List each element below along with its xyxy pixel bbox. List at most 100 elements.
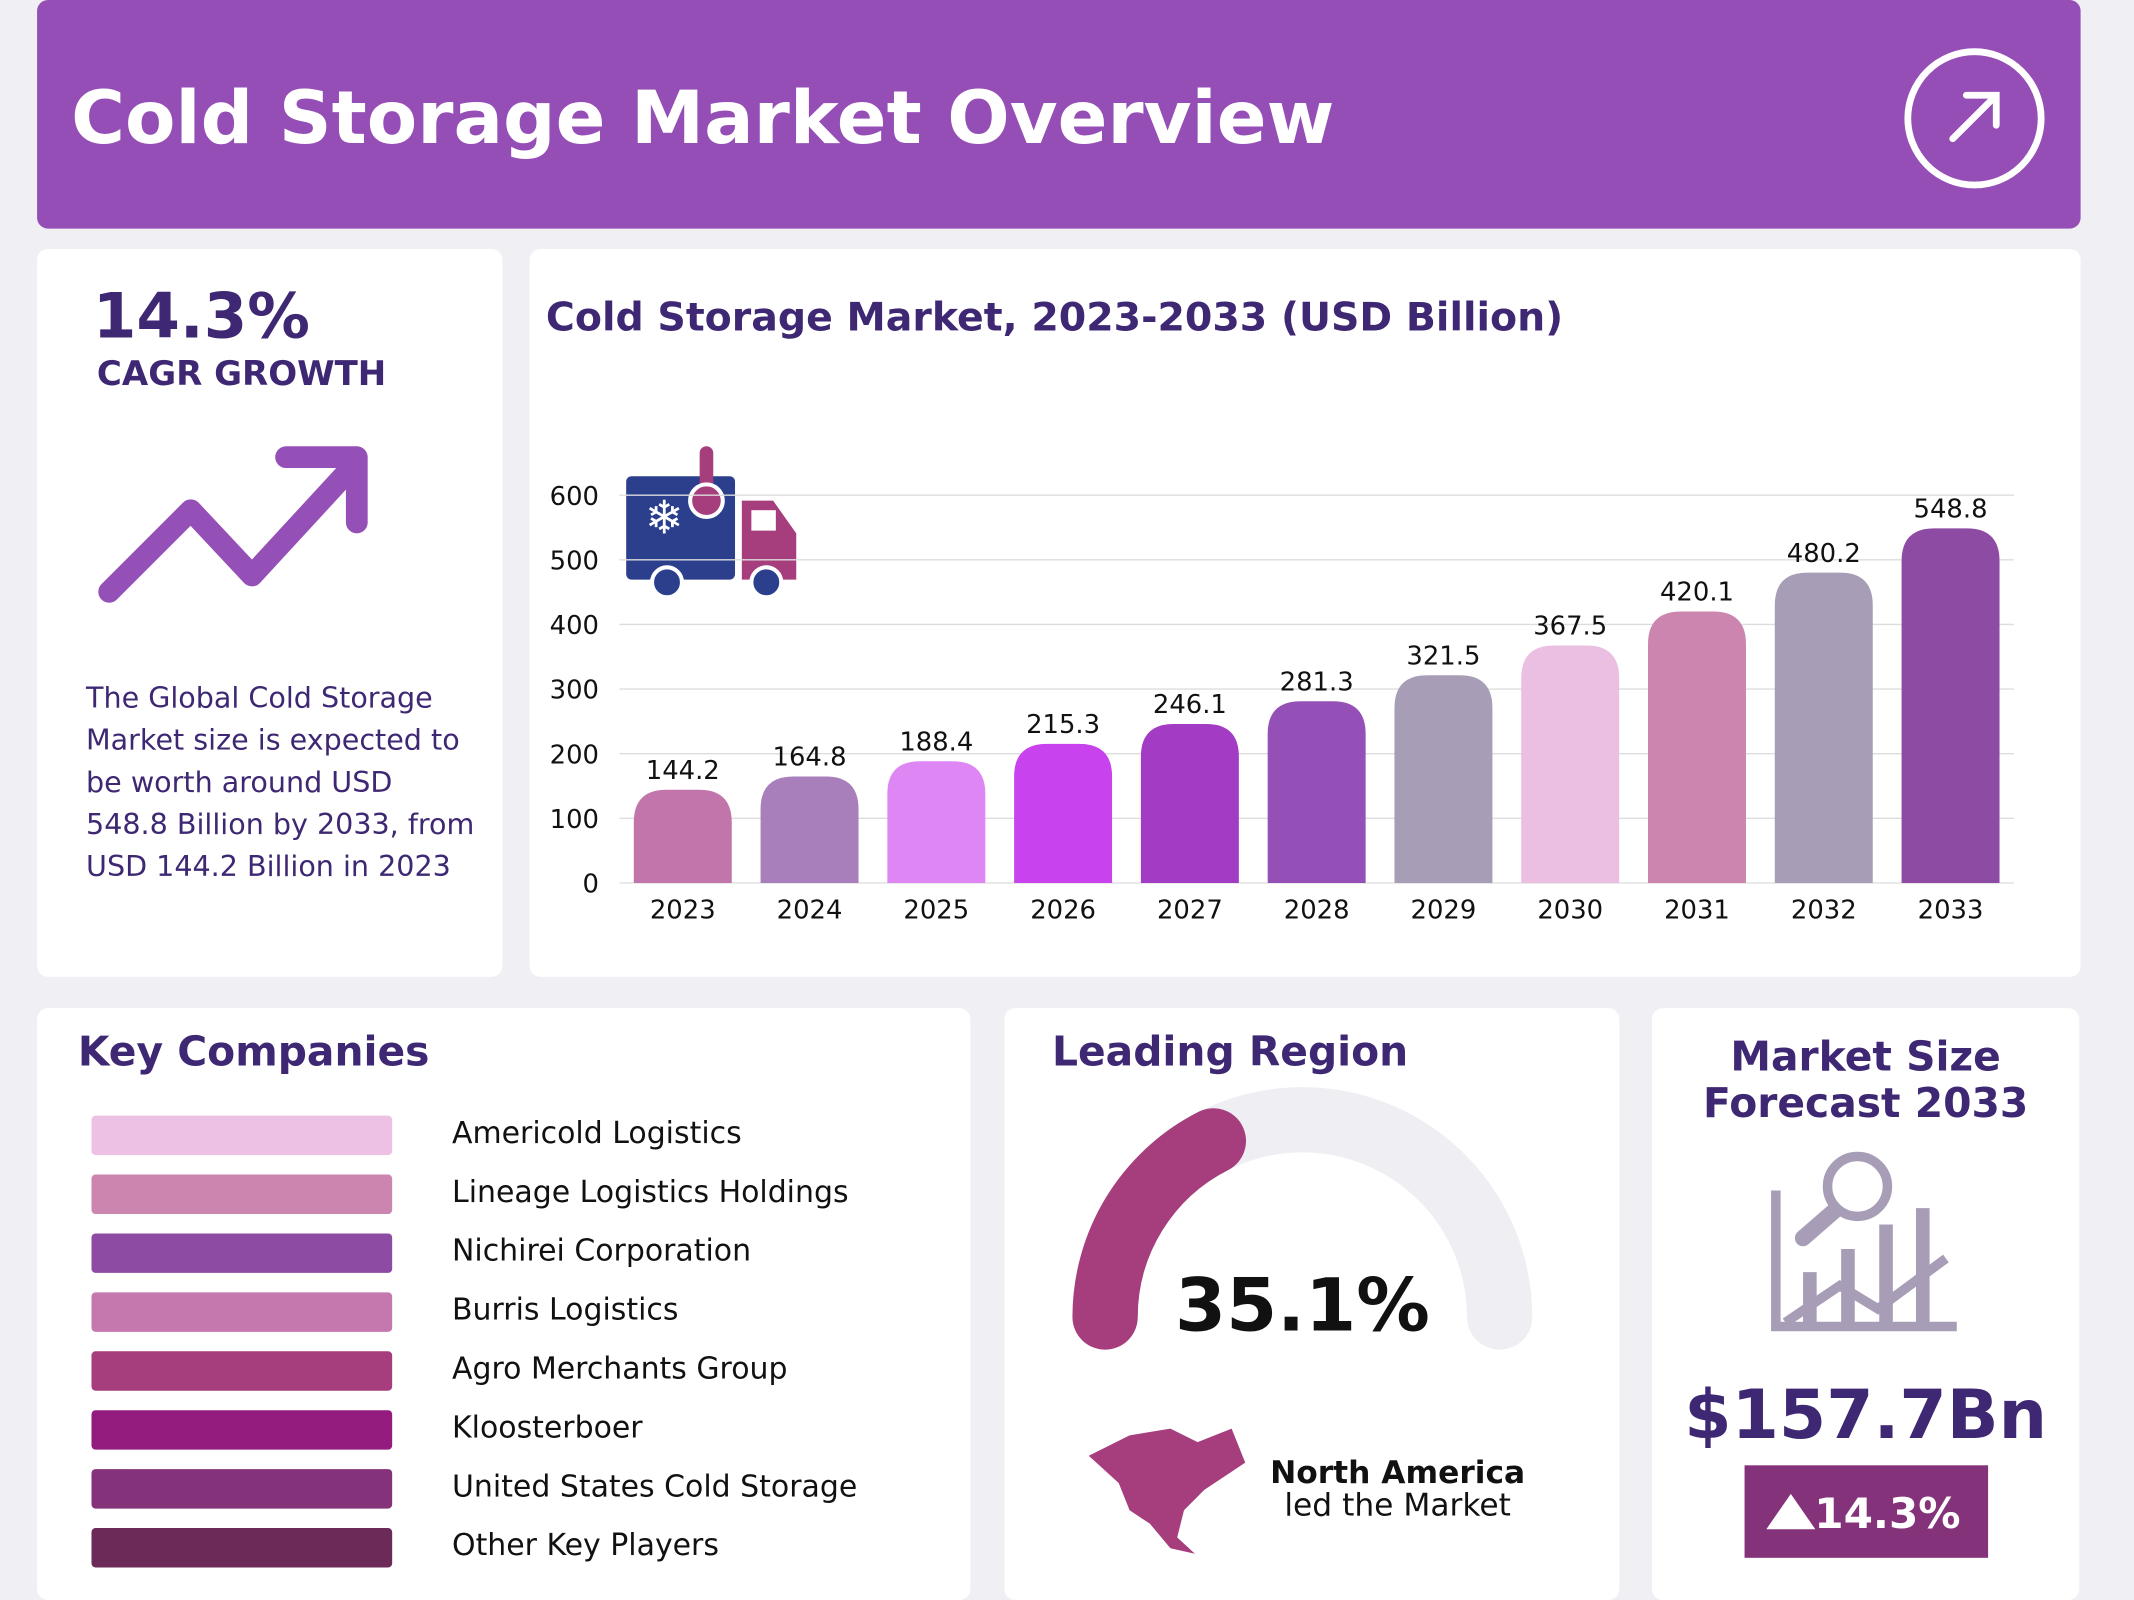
- icon-magnifier: [1822, 1151, 1893, 1222]
- value-label: 480.2: [1787, 539, 1861, 569]
- value-label: 367.5: [1533, 612, 1607, 642]
- x-tick-label: 2026: [1030, 895, 1096, 925]
- company-swatch: [91, 1292, 393, 1332]
- description-line: The Global Cold Storage: [85, 680, 433, 714]
- y-tick-label: 200: [550, 740, 599, 770]
- arrow-head: [275, 446, 368, 534]
- bar: [1774, 572, 1873, 883]
- value-label: 246.1: [1153, 690, 1227, 720]
- section-title: Leading Region: [1052, 1027, 1408, 1075]
- forecast-value: $157.7Bn: [1684, 1376, 2047, 1455]
- y-tick-label: 400: [550, 611, 599, 641]
- company-swatch: [91, 1410, 393, 1450]
- region-note: led the Market: [1284, 1488, 1511, 1524]
- gauge-label: 35.1%: [1175, 1264, 1430, 1349]
- wheel: [749, 565, 784, 600]
- value-label: 215.3: [1026, 710, 1100, 740]
- description-line: 548.8 Billion by 2033, from: [86, 807, 474, 841]
- description-line: be worth around USD: [86, 765, 392, 799]
- company-name: Agro Merchants Group: [452, 1352, 787, 1387]
- value-label: 164.8: [773, 743, 847, 773]
- y-tick-label: 100: [550, 805, 599, 835]
- x-tick-label: 2024: [777, 895, 843, 925]
- forecast-title: Market Size: [1730, 1033, 2000, 1081]
- company-name: Kloosterboer: [452, 1410, 643, 1445]
- arrow-line: [98, 461, 359, 603]
- icon-axes: [1771, 1190, 1957, 1332]
- section-title: Key Companies: [78, 1027, 430, 1075]
- wheel: [649, 565, 685, 600]
- x-tick-label: 2028: [1284, 895, 1350, 925]
- gauge-arc: [1072, 1108, 1247, 1350]
- forecast-icon: [1771, 1151, 1957, 1332]
- page-title: Cold Storage Market Overview: [71, 76, 1334, 161]
- company-name: Other Key Players: [452, 1528, 719, 1563]
- growth-arrow: [98, 446, 368, 603]
- x-tick-label: 2032: [1791, 895, 1857, 925]
- icon-arrow[interactable]: [1949, 91, 2000, 143]
- bar: [1394, 675, 1493, 883]
- x-tick-label: 2023: [650, 895, 716, 925]
- y-tick-label: 300: [550, 676, 599, 706]
- snowflake: ❄: [645, 490, 684, 544]
- company-name: United States Cold Storage: [452, 1469, 857, 1504]
- company-name: Nichirei Corporation: [452, 1234, 751, 1269]
- gauge: [1072, 1087, 1533, 1350]
- truck-window: [751, 510, 776, 531]
- company-list: Americold Logistics Lineage Logistics Hol…: [91, 1115, 857, 1568]
- value-label: 548.8: [1914, 494, 1988, 524]
- bar: [1901, 528, 2000, 883]
- company-swatch: [91, 1469, 393, 1509]
- company-swatch: [91, 1233, 393, 1273]
- panel: [37, 1008, 971, 1600]
- company-name: Americold Logistics: [452, 1116, 742, 1151]
- company-name: Lineage Logistics Holdings: [452, 1175, 849, 1210]
- company-name: Burris Logistics: [452, 1293, 678, 1328]
- bar: [760, 776, 859, 883]
- bar: [633, 789, 732, 883]
- bar: [1140, 723, 1239, 883]
- panel: [37, 248, 503, 977]
- x-tick-label: 2031: [1664, 895, 1730, 925]
- header-icon[interactable]: [1904, 48, 2045, 189]
- y-tick-label: 600: [550, 482, 599, 512]
- company-swatch: [91, 1351, 393, 1391]
- x-tick-label: 2025: [903, 895, 969, 925]
- value-label: 188.4: [899, 727, 973, 757]
- icon-handle: [1794, 1202, 1843, 1247]
- x-tick-label: 2027: [1157, 895, 1223, 925]
- x-tick-label: 2030: [1537, 895, 1603, 925]
- region-map: [1088, 1428, 1246, 1554]
- icon-trend: [1782, 1254, 1949, 1327]
- bar: [1521, 645, 1620, 883]
- value-label: 144.2: [646, 756, 720, 786]
- x-tick-label: 2029: [1411, 895, 1477, 925]
- header-bar: [37, 0, 2081, 229]
- bar: [1267, 701, 1366, 883]
- chart-title: Cold Storage Market, 2023-2033 (USD Bill…: [546, 295, 1563, 341]
- value-label: 281.3: [1280, 667, 1354, 697]
- company-swatch: [91, 1174, 393, 1215]
- company-swatch: [91, 1115, 393, 1156]
- y-tick-label: 500: [550, 546, 599, 576]
- cagr-description: The Global Cold Storage Market size is ex…: [85, 680, 474, 883]
- growth-value: 14.3%: [1814, 1489, 1960, 1538]
- bar: [887, 761, 986, 883]
- y-tick-label: 0: [583, 870, 599, 900]
- value-label: 420.1: [1660, 578, 1734, 608]
- up-triangle: [1766, 1493, 1816, 1530]
- description-line: Market size is expected to: [86, 723, 460, 757]
- x-tick-label: 2033: [1918, 895, 1984, 925]
- cagr-value: 14.3%: [93, 279, 310, 352]
- region-name: North America: [1270, 1455, 1525, 1491]
- cagr-label: CAGR GROWTH: [97, 354, 386, 394]
- bar: [1648, 611, 1746, 883]
- company-swatch: [91, 1528, 393, 1568]
- bar-chart: 0 100 200 300 400 500 600 2023 144.2 2024 164.8 202…: [550, 482, 2014, 925]
- icon-circle[interactable]: [1904, 48, 2045, 189]
- value-label: 321.5: [1406, 641, 1480, 671]
- description-line: USD 144.2 Billion in 2023: [86, 849, 451, 883]
- forecast-title: Forecast 2033: [1703, 1079, 2028, 1127]
